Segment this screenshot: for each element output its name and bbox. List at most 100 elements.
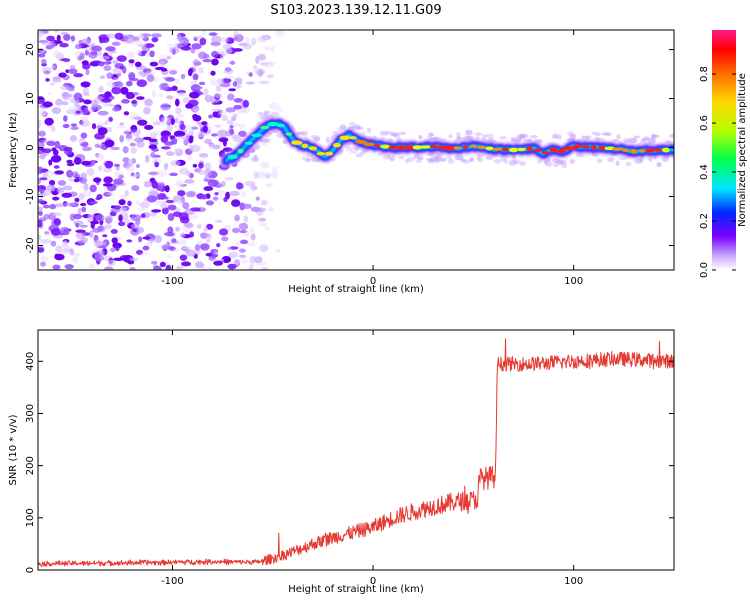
spectrogram-halo-blob xyxy=(427,158,435,164)
spectrogram-halo-blob xyxy=(616,133,622,140)
spectrogram-noise-blob xyxy=(251,37,257,46)
spectrogram-noise-blob xyxy=(38,210,43,216)
spectrogram-noise-blob xyxy=(61,101,69,106)
spectrogram-noise-blob xyxy=(63,115,68,122)
spectrogram-noise-blob xyxy=(182,202,190,210)
spectrogram-noise-blob xyxy=(177,190,186,197)
spectrogram-noise-blob xyxy=(104,224,112,230)
spectrogram-ridge-core xyxy=(227,154,238,160)
colorbar-ticks: 0.0 0.2 0.4 0.6 0.8 xyxy=(699,66,736,278)
spectrogram-halo-blob xyxy=(625,161,632,167)
spectrogram-noise-blob xyxy=(65,69,70,73)
spectrogram-ridge-core xyxy=(244,141,253,145)
spectrogram-noise-blob xyxy=(274,30,285,37)
spectrogram-noise-blob xyxy=(253,171,259,179)
spectrogram-noise-blob xyxy=(39,177,48,181)
spectrogram-noise-blob xyxy=(80,132,88,139)
spectrogram-noise-blob xyxy=(50,240,57,247)
spectrogram-y-ticks: -20 -10 0 10 20 xyxy=(25,43,674,254)
spectrogram-noise-blob xyxy=(260,34,272,40)
spectrogram-noise-blob xyxy=(221,115,228,122)
spectrogram-noise-blob xyxy=(258,217,267,222)
spectrogram-x-tick-label: 100 xyxy=(564,276,583,287)
spectrogram-noise-blob xyxy=(60,85,71,91)
spectrogram-noise-blob xyxy=(43,70,51,75)
spectrogram-noise-blob xyxy=(205,239,211,243)
spectrogram-noise-blob xyxy=(165,151,175,157)
spectrogram-halo-blob xyxy=(634,158,643,164)
spectrogram-noise-blob xyxy=(232,112,238,119)
spectrogram-noise-blob xyxy=(177,92,186,96)
spectrogram-noise-blob xyxy=(256,36,268,42)
spectrogram-noise-blob xyxy=(258,222,268,227)
spectrogram-halo-blob xyxy=(339,124,347,130)
spectrogram-noise-blob xyxy=(150,260,158,265)
spectrogram-noise-blob xyxy=(221,180,226,188)
spectrogram-noise-blob xyxy=(192,163,198,168)
spectrogram-halo-blob xyxy=(455,132,461,136)
spectrogram-noise-blob xyxy=(131,223,140,229)
spectrogram-noise-blob xyxy=(258,53,267,61)
spectrogram-ridge-core xyxy=(355,140,367,144)
spectrogram-noise-blob xyxy=(143,180,153,188)
spectrogram-noise-blob xyxy=(118,221,126,227)
spectrogram-noise-blob xyxy=(84,49,89,56)
spectrogram-halo-blob xyxy=(428,132,434,137)
spectrogram-noise-blob xyxy=(152,77,159,82)
spectrogram-noise-blob xyxy=(112,77,120,81)
spectrogram-noise-blob xyxy=(250,233,256,241)
spectrogram-noise-blob xyxy=(144,43,155,48)
spectrogram-noise-blob xyxy=(105,215,114,224)
spectrogram-noise-blob xyxy=(95,214,105,222)
spectrogram-noise-blob xyxy=(122,254,134,263)
spectrogram-x-axis-label: Height of straight line (km) xyxy=(288,284,424,295)
spectrogram-noise-blob xyxy=(160,116,171,125)
spectrogram-noise-blob xyxy=(257,207,267,212)
spectrogram-ridge-core xyxy=(590,145,597,150)
spectrogram-noise-blob xyxy=(142,246,150,251)
spectrogram-noise-blob xyxy=(68,177,74,182)
spectrogram-noise-blob xyxy=(154,161,160,168)
snr-y-ticks: 0 100 200 300 400 xyxy=(25,352,674,573)
spectrogram-noise-blob xyxy=(185,103,194,109)
spectrogram-noise-blob xyxy=(114,81,124,89)
spectrogram-noise-blob xyxy=(237,81,243,85)
spectrogram-noise-blob xyxy=(129,142,136,147)
spectrogram-halo-blob xyxy=(477,157,484,163)
spectrogram-ridge-core xyxy=(373,143,381,148)
spectrogram-noise-blob xyxy=(89,184,97,193)
spectrogram-ridge-core xyxy=(453,146,461,150)
spectrogram-noise-blob xyxy=(166,95,174,100)
spectrogram-noise-blob xyxy=(126,239,133,243)
spectrogram-noise-blob xyxy=(74,197,80,203)
spectrogram-noise-blob xyxy=(203,88,209,97)
spectrogram-noise-blob xyxy=(159,93,164,98)
spectrogram-noise-blob xyxy=(276,107,283,112)
spectrogram-noise-blob xyxy=(71,171,79,179)
spectrogram-noise-blob xyxy=(227,93,235,101)
spectrogram-noise-blob xyxy=(118,214,123,222)
spectrogram-halo-blob xyxy=(379,130,389,136)
spectrogram-noise-blob xyxy=(254,256,263,263)
spectrogram-noise-blob xyxy=(49,203,57,210)
spectrogram-halo-blob xyxy=(530,135,538,139)
spectrogram-noise-blob xyxy=(180,261,192,267)
spectrogram-halo-blob xyxy=(569,133,576,139)
spectrogram-halo-blob xyxy=(301,156,307,161)
spectrogram-noise-blob xyxy=(250,156,259,163)
spectrogram-noise-blob xyxy=(115,244,120,252)
spectrogram-noise-blob xyxy=(123,129,130,135)
spectrogram-noise-blob xyxy=(203,178,209,182)
spectrogram-noise-blob xyxy=(149,50,155,58)
spectrogram-noise-blob xyxy=(92,177,102,183)
spectrogram-noise-blob xyxy=(120,98,130,104)
spectrogram-noise-blob xyxy=(259,244,269,252)
spectrogram-ridge-core xyxy=(622,148,630,153)
spectrogram-noise-blob xyxy=(58,72,67,78)
spectrogram-noise-blob xyxy=(85,69,90,76)
spectrogram-noise-blob xyxy=(76,235,82,242)
spectrogram-halo-blob xyxy=(310,157,317,162)
spectrogram-noise-blob xyxy=(202,59,213,63)
spectrogram-ridge-core xyxy=(251,133,263,138)
spectrogram-noise-blob xyxy=(102,183,113,187)
